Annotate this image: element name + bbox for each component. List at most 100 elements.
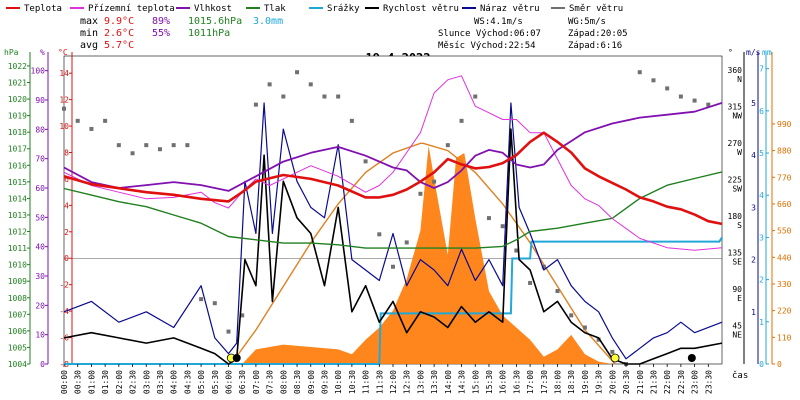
wind-dir-point-3 <box>103 118 108 123</box>
pct-tick-label-8: 80 <box>35 125 45 134</box>
dir-tick-label-7: 360 <box>728 66 743 75</box>
x-tick-label-46: 23:00 <box>691 370 700 394</box>
wind-dir-point-14 <box>253 102 258 107</box>
ms-tick-label-0: 1 <box>751 308 756 317</box>
x-tick-label-44: 22:00 <box>663 370 672 394</box>
stat-min-hum: 55% <box>152 28 170 39</box>
wind-dir-point-45 <box>678 94 683 99</box>
x-tick-label-8: 04:00 <box>170 370 179 394</box>
wm2-tick-label-9: 990 <box>777 120 792 129</box>
wm2-tick-label-7: 770 <box>777 173 792 182</box>
wm2-tick-label-6: 660 <box>777 200 792 209</box>
wind-dir-point-47 <box>706 102 711 107</box>
dir-tick-label-4: 225 <box>728 176 743 185</box>
pct-tick-label-0: 0 <box>40 360 45 369</box>
wm2-tick-label-2: 220 <box>777 307 792 316</box>
hpa-tick-label-7: 1011 <box>8 244 27 253</box>
wind-dir-point-6 <box>144 143 149 148</box>
wind-dir-point-31 <box>486 216 491 221</box>
x-tick-label-34: 17:00 <box>526 370 535 394</box>
temp-tick-label-9: 10 <box>59 122 69 131</box>
pct-tick-label-4: 40 <box>35 243 45 252</box>
temp-tick-label-4: 0 <box>64 254 69 263</box>
hpa-tick-label-12: 1016 <box>8 161 27 170</box>
x-tick-label-0: 00:00 <box>60 370 69 394</box>
x-tick-label-36: 18:00 <box>554 370 563 394</box>
hpa-tick-label-1: 1005 <box>8 343 27 352</box>
mm-tick-label-3: 3 <box>759 233 764 242</box>
pct-tick-label-7: 70 <box>35 155 45 164</box>
stat-max-rain: 3.0mm <box>253 16 283 27</box>
x-tick-label-31: 15:30 <box>485 370 494 394</box>
pct-tick-label-10: 100 <box>31 67 46 76</box>
dir-card-label-6: NW <box>732 112 742 121</box>
ms-tick-label-4: 5 <box>751 99 756 108</box>
legend-label-4: Srážky <box>327 4 360 14</box>
series-theoretical-line <box>230 142 616 365</box>
dir-card-label-5: W <box>737 148 742 157</box>
series-gust-line <box>63 102 723 360</box>
moon-marker-0 <box>232 354 241 362</box>
x-tick-label-10: 05:00 <box>197 370 206 394</box>
hpa-tick-label-9: 1013 <box>8 211 27 220</box>
x-tick-label-11: 05:30 <box>211 370 220 394</box>
hpa-tick-label-5: 1009 <box>8 277 27 286</box>
mm-tick-label-6: 6 <box>759 107 764 116</box>
wind-dir-point-38 <box>582 325 587 330</box>
stat-min-press: 1011hPa <box>188 28 230 39</box>
series-rain-line <box>64 236 723 365</box>
series-ground-temp-line <box>63 75 723 251</box>
series-temperature-line <box>63 131 723 226</box>
series-solar-area <box>64 145 722 364</box>
stat-max-hum: 89% <box>152 16 170 27</box>
wm2-tick-label-5: 550 <box>777 227 792 236</box>
dir-card-label-4: SW <box>732 185 742 194</box>
temp-axis-label: °C <box>58 48 68 57</box>
wind-dir-point-8 <box>171 143 176 148</box>
x-tick-label-18: 09:00 <box>307 370 316 394</box>
mm-tick-label-5: 5 <box>759 149 764 158</box>
x-tick-label-2: 01:00 <box>87 370 96 394</box>
x-tick-label-27: 13:30 <box>430 370 439 394</box>
stat-min-temp: 2.6°C <box>104 28 134 39</box>
x-tick-label-29: 14:30 <box>458 370 467 394</box>
temp-tick-label-8: 8 <box>64 148 69 157</box>
temp-tick-label-11: 14 <box>59 69 69 78</box>
x-tick-label-26: 13:00 <box>416 370 425 394</box>
x-tick-label-25: 12:30 <box>403 370 412 394</box>
x-tick-label-32: 16:00 <box>499 370 508 394</box>
wind-dir-point-34 <box>528 280 533 285</box>
wind-dir-point-30 <box>473 94 478 99</box>
dir-tick-label-3: 180 <box>728 212 743 221</box>
x-tick-label-39: 19:30 <box>595 370 604 394</box>
x-tick-label-7: 03:30 <box>156 370 165 394</box>
temp-tick-label-3: -2 <box>59 281 69 290</box>
series-pressure-line <box>63 171 723 249</box>
series-humidity-line <box>63 102 723 192</box>
ms-tick-label-1: 2 <box>751 256 756 265</box>
ms-tick-label-2: 3 <box>751 203 756 212</box>
x-tick-label-45: 22:30 <box>677 370 686 394</box>
hpa-tick-label-3: 1007 <box>8 310 27 319</box>
hpa-tick-label-13: 1017 <box>8 145 27 154</box>
mm-tick-label-7: 7 <box>759 65 764 74</box>
x-tick-label-14: 07:00 <box>252 370 261 394</box>
x-tick-label-15: 07:30 <box>266 370 275 394</box>
x-tick-label-17: 08:30 <box>293 370 302 394</box>
temp-tick-label-6: 4 <box>64 201 69 210</box>
legend-label-1: Přízemní teplota <box>88 4 175 14</box>
stat-max-press: 1015.6hPa <box>188 16 242 27</box>
dir-card-label-1: E <box>737 294 742 303</box>
x-tick-label-42: 21:00 <box>636 370 645 394</box>
wind-dir-point-28 <box>445 143 450 148</box>
stat-max-label: max <box>80 16 98 27</box>
x-tick-label-38: 19:00 <box>581 370 590 394</box>
ms-tick-label-3: 4 <box>751 151 756 160</box>
hpa-tick-label-11: 1015 <box>8 178 27 187</box>
wm2-tick-label-8: 880 <box>777 147 792 156</box>
x-tick-label-40: 20:00 <box>608 370 617 394</box>
x-tick-label-21: 10:30 <box>348 370 357 394</box>
legend-label-0: Teplota <box>24 4 62 14</box>
